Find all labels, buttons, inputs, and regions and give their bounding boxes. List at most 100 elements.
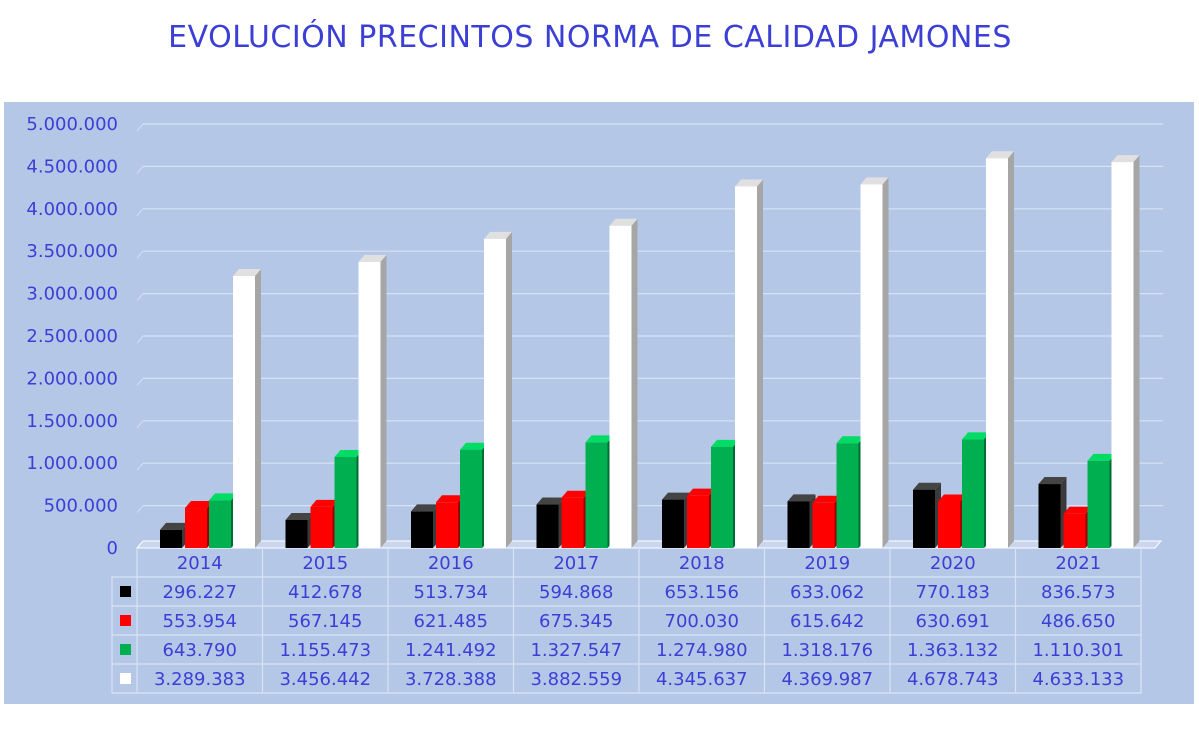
bar-top [1038,477,1067,485]
bar-top [609,218,638,226]
bar-top [310,499,339,507]
bar-top [484,231,512,239]
bar [711,439,739,548]
data-label: 412.678 [288,582,362,603]
bar [411,504,439,548]
gridline-diag [136,208,144,217]
data-label: 1.363.132 [907,640,999,661]
bar [687,488,715,548]
data-label: 1.327.547 [530,640,622,661]
data-label: 3.882.559 [530,669,622,690]
bar-front [711,446,733,548]
bar [460,442,488,548]
gridline-diag [136,378,144,386]
bar [310,499,339,548]
bar-top [285,513,314,521]
bar-top [1111,155,1140,163]
x-tick-label: 2014 [177,553,223,574]
bar-front [787,501,810,548]
data-label: 567.145 [288,611,362,632]
y-tick-label: 500.000 [44,496,118,517]
y-tick-label: 3.500.000 [26,241,118,262]
y-tick-label: 4.000.000 [26,199,118,220]
bar [662,492,690,548]
gridline-diag [136,293,144,301]
data-label: 630.691 [916,611,990,632]
data-label: 653.156 [665,582,739,603]
bar-top [986,151,1014,159]
data-label: 513.734 [414,582,488,603]
x-tick-label: 2016 [428,553,474,574]
y-tick-label: 4.500.000 [26,156,118,177]
bar [812,495,841,548]
legend-key [120,586,131,597]
bar-top [561,490,590,498]
data-label: 4.633.133 [1032,669,1124,690]
bar [1063,506,1092,548]
bar-top [836,436,865,444]
bar [962,432,990,548]
bar [1038,477,1067,548]
gridline-diag [136,250,144,259]
y-tick-label: 2.500.000 [26,326,118,347]
bar [358,254,387,548]
bar [334,450,363,548]
data-label: 770.183 [916,582,990,603]
bar-top [585,435,614,443]
bar-side [380,254,387,548]
bar-front [913,489,935,548]
bar-front [609,225,632,548]
data-label: 836.573 [1041,582,1115,603]
bar-front [358,261,381,548]
bar-front [185,508,207,548]
bar-side [757,179,763,548]
bar-front [233,276,255,548]
bar-top [209,493,237,501]
data-label: 675.345 [539,611,613,632]
bar-front [460,449,482,548]
gridline-diag [136,123,144,132]
bar-top [962,432,990,440]
bar-top [185,501,213,509]
bar [561,490,590,548]
bar [986,151,1014,548]
legend-key [120,673,131,684]
bar [609,218,638,548]
bar-front [561,497,584,548]
bar-front [662,499,684,548]
bar-side [255,269,261,548]
bar-top [662,492,690,500]
bar-side [631,218,638,548]
bar-top [460,442,488,450]
bar-front [938,501,960,548]
x-tick-label: 2021 [1055,553,1101,574]
bar-front [1038,484,1061,548]
bar-front [735,186,757,548]
bar-top [860,177,889,185]
bar-top [938,494,966,502]
y-tick-label: 5.000.000 [26,114,118,135]
y-tick-label: 2.000.000 [26,368,118,389]
data-label: 1.318.176 [781,640,873,661]
bar-top [334,450,363,458]
gridline-diag [136,462,144,471]
y-tick-label: 0 [107,538,118,559]
data-table: 2014 2015 2016 2017 2018 2019 2020 2021 296.227 4… [111,548,1142,694]
data-label: 1.155.473 [279,640,371,661]
data-label: 615.642 [790,611,864,632]
x-tick-label: 2019 [804,553,850,574]
y-axis-ticks: 0 500.000 1.000.000 1.500.000 2.000.000 2.500… [26,114,118,559]
bar [1111,155,1140,548]
bar [233,269,261,548]
bar [436,495,464,548]
bar [1087,453,1116,548]
bar-front [962,439,984,548]
plot-panel: 0 500.000 1.000.000 1.500.000 2.000.000 2.500… [4,102,1194,704]
bar [285,513,314,548]
data-label: 4.345.637 [656,669,748,690]
bar [787,494,816,548]
y-tick-label: 1.000.000 [26,453,118,474]
bar-top [160,522,188,530]
chart-svg: 0 500.000 1.000.000 1.500.000 2.000.000 2.500… [26,114,1163,694]
data-label: 594.868 [539,582,613,603]
